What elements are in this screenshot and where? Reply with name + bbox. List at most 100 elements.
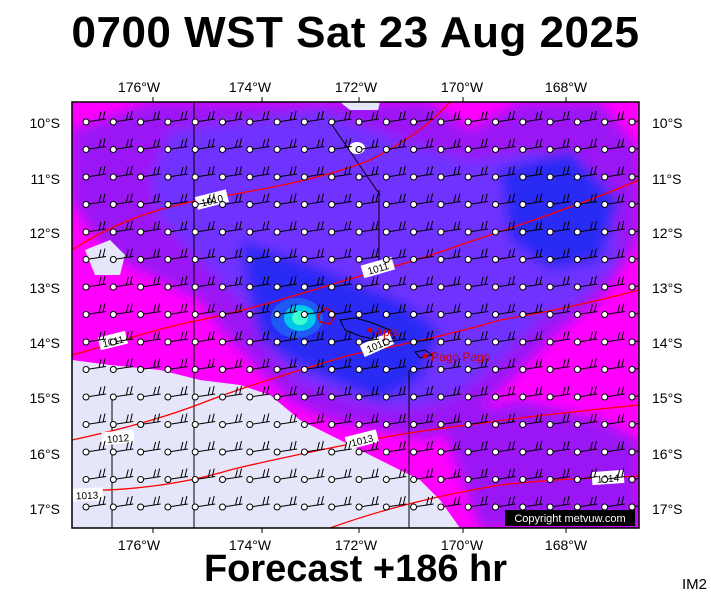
wind-barb [601,110,625,126]
wind-barb [246,138,270,153]
wind-barb [601,468,625,483]
wind-barb [546,330,571,346]
wind-barb [191,385,216,401]
wind-barb [519,385,543,401]
wind-barb [300,220,325,236]
wind-barb [273,358,298,373]
wind-barb [546,220,571,236]
wind-barbs [82,110,639,511]
wind-barb [382,413,407,428]
lon-labels-top: 176°W 174°W 172°W 170°W 168°W [118,79,588,95]
wind-barb [464,413,489,428]
wind-barb [410,110,434,126]
wind-barb [191,110,216,126]
lon-label: 176°W [118,537,161,553]
wind-barb [464,385,489,401]
wind-barb [492,275,516,291]
wind-barb [382,440,407,456]
wind-barb [300,468,325,483]
lat-label: 11°S [31,171,60,187]
wind-barb [246,330,270,346]
wind-barb [137,220,161,236]
wind-barb [164,330,188,346]
wind-barb [164,138,188,153]
wind-barb [437,165,461,181]
wind-barb [273,220,298,236]
wind-barb [628,201,639,208]
wind-barb [191,413,216,428]
wind-barb [137,440,161,456]
wind-barb [137,495,161,511]
wind-barb [219,248,243,263]
wind-barb [273,330,298,346]
wind-barb [273,468,298,483]
map-frame [71,101,640,529]
lat-label: 13°S [652,280,683,296]
wind-barb [519,110,543,126]
wind-barb [328,385,352,401]
wind-barb [437,303,461,318]
lon-label: 172°W [335,537,378,553]
wind-barb [464,330,489,346]
wind-barb [137,193,161,208]
forecast-label: Forecast +186 hr [203,548,508,590]
wind-barb [109,303,134,318]
wind-barb [137,468,161,483]
wind-barb [355,330,380,346]
wind-barb [82,165,107,181]
wind-barb [382,495,407,511]
wind-barb [328,110,352,126]
wind-barb [82,413,107,428]
lat-label: 17°S [652,501,683,517]
image-id: IM2 [681,576,707,593]
isobar-label: 1013 [350,433,375,449]
wind-barb [601,248,625,263]
wind-barb [519,220,543,236]
wind-barb [109,495,134,511]
place-markers: Apia Pago Pago [367,325,491,364]
wind-barb [492,110,516,126]
wind-barb [109,358,134,373]
wind-barb [601,440,625,456]
wind-barb [137,358,161,373]
wind-barb [82,248,107,263]
wind-barb [628,118,639,126]
wind-barb [191,248,216,263]
wind-barb [437,413,461,428]
wind-barb [410,138,434,153]
wind-barb [328,220,352,236]
wind-barb [573,165,598,181]
wind-barb [273,495,298,511]
wind-barb [137,275,161,291]
wind-barb [109,385,134,401]
lon-label: 174°W [229,79,272,95]
wind-barb [164,413,188,428]
wind-barb [519,165,543,181]
wind-barb [300,248,325,263]
wind-barb [382,193,407,208]
wind-barb [464,138,489,153]
wind-barb [164,193,188,208]
wind-barb [492,468,516,483]
wind-barb [410,413,434,428]
wind-barb [601,358,625,373]
lat-label: 14°S [652,335,683,351]
lat-label: 13°S [29,280,60,296]
wind-barb [546,303,571,318]
wind-barb [300,138,325,153]
wind-barb [137,330,161,346]
wind-barb [219,220,243,236]
rain-zone-blue-east [500,150,620,270]
wind-barb [355,303,380,318]
wind-barb [109,468,134,483]
wind-barb [355,110,380,126]
wind-barb [573,303,598,318]
wind-barb [246,248,270,263]
wind-barb [164,303,188,318]
wind-barb [164,165,188,181]
wind-barb [492,358,516,373]
wind-barb [246,275,270,291]
wind-barb [82,303,107,318]
wind-barb [546,193,571,208]
copyright-box [505,510,635,526]
